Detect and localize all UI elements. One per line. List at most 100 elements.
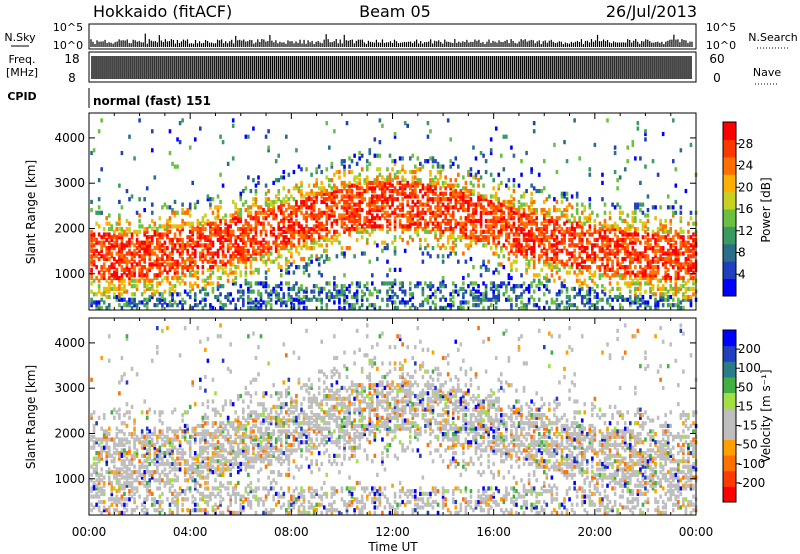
heatmap-cell xyxy=(290,262,293,267)
heatmap-cell xyxy=(649,246,652,251)
heatmap-cell xyxy=(292,205,296,210)
heatmap-cell xyxy=(388,188,392,194)
heatmap-cell xyxy=(689,248,693,253)
heatmap-cell xyxy=(307,297,311,302)
heatmap-cell xyxy=(563,213,566,218)
heatmap-cell xyxy=(441,243,445,248)
heatmap-cell xyxy=(317,227,321,232)
heatmap-cell xyxy=(565,251,569,256)
heatmap-cell xyxy=(565,213,569,218)
heatmap-cell xyxy=(186,248,189,253)
heatmap-cell xyxy=(135,237,139,243)
heatmap-cell xyxy=(287,297,291,302)
heatmap-cell xyxy=(626,221,630,226)
heatmap-cell xyxy=(340,251,344,256)
heatmap-cell xyxy=(601,197,604,202)
heatmap-cell xyxy=(578,232,581,237)
heatmap-cell xyxy=(123,278,126,283)
heatmap-cell xyxy=(373,194,377,199)
heatmap-cell xyxy=(462,300,465,305)
heatmap-cell xyxy=(365,159,369,164)
heatmap-cell xyxy=(489,205,493,210)
heatmap-cell xyxy=(396,180,399,186)
heatmap-cell xyxy=(193,251,197,256)
heatmap-cell xyxy=(510,275,513,281)
heatmap-cell xyxy=(601,256,604,262)
heatmap-cell xyxy=(499,229,503,234)
heatmap-cell xyxy=(153,273,157,278)
heatmap-cell xyxy=(123,246,126,251)
heatmap-cell xyxy=(102,273,106,278)
heatmap-cell xyxy=(285,235,288,240)
heatmap-cell xyxy=(505,232,508,237)
heatmap-cell xyxy=(363,188,367,194)
heatmap-cell xyxy=(484,235,488,240)
heatmap-cell xyxy=(588,292,592,297)
heatmap-cell xyxy=(644,129,647,134)
heatmap-cell xyxy=(193,254,197,259)
nave-tick-bottom: 0 xyxy=(713,71,721,85)
heatmap-cell xyxy=(140,300,144,305)
heatmap-cell xyxy=(601,262,604,267)
heatmap-cell xyxy=(231,156,235,161)
heatmap-cell xyxy=(419,210,422,215)
heatmap-cell xyxy=(173,232,177,237)
heatmap-cell xyxy=(135,246,139,251)
heatmap-cell xyxy=(618,275,622,281)
heatmap-cell xyxy=(558,267,561,272)
heatmap-cell xyxy=(494,284,498,289)
heatmap-cell xyxy=(563,191,566,196)
heatmap-cell xyxy=(269,232,273,237)
heatmap-cell xyxy=(532,121,536,126)
heatmap-cell xyxy=(454,205,458,210)
heatmap-cell xyxy=(413,305,417,310)
heatmap-cell xyxy=(666,205,670,210)
heatmap-cell xyxy=(406,202,410,207)
heatmap-cell xyxy=(330,205,334,210)
heatmap-cell xyxy=(573,216,576,221)
heatmap-cell xyxy=(401,207,404,213)
heatmap-cell xyxy=(623,248,627,253)
heatmap-cell xyxy=(431,178,435,183)
heatmap-cell xyxy=(611,251,614,256)
heatmap-cell xyxy=(305,229,308,234)
heatmap-cell xyxy=(479,237,483,243)
heatmap-cell xyxy=(462,232,465,237)
heatmap-cell xyxy=(570,262,574,267)
heatmap-cell xyxy=(125,188,129,194)
heatmap-cell xyxy=(333,281,336,286)
heatmap-cell xyxy=(403,191,407,196)
heatmap-cell xyxy=(236,207,240,213)
heatmap-cell xyxy=(239,227,243,232)
heatmap-cell xyxy=(429,183,432,188)
heatmap-cell xyxy=(383,216,387,221)
heatmap-cell xyxy=(138,278,141,283)
heatmap-cell xyxy=(499,224,503,229)
heatmap-cell xyxy=(191,256,195,262)
heatmap-cell xyxy=(525,224,528,229)
heatmap-cell xyxy=(434,224,437,229)
heatmap-cell xyxy=(279,300,283,305)
heatmap-cell xyxy=(259,305,263,310)
heatmap-cell xyxy=(145,246,149,251)
heatmap-cell xyxy=(161,270,164,275)
heatmap-cell xyxy=(302,265,306,270)
heatmap-cell xyxy=(181,259,184,264)
heatmap-cell xyxy=(497,205,501,210)
heatmap-cell xyxy=(603,221,607,226)
heatmap-cell xyxy=(591,286,594,291)
heatmap-cell xyxy=(664,273,667,278)
heatmap-cell xyxy=(403,300,407,305)
heatmap-cell xyxy=(302,227,306,232)
heatmap-cell xyxy=(671,303,675,308)
heatmap-cell xyxy=(105,286,109,291)
heatmap-cell xyxy=(358,172,361,177)
heatmap-cell xyxy=(168,229,172,234)
heatmap-cell xyxy=(386,210,389,215)
heatmap-cell xyxy=(196,235,200,240)
heatmap-cell xyxy=(353,175,356,180)
heatmap-cell xyxy=(649,243,652,248)
heatmap-cell xyxy=(623,281,627,286)
heatmap-cell xyxy=(105,237,109,243)
heatmap-cell xyxy=(411,218,415,224)
